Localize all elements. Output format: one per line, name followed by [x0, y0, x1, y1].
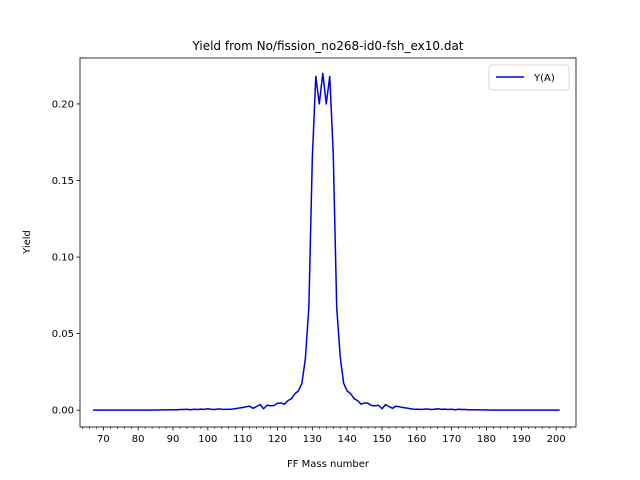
legend: Y(A) [488, 64, 570, 91]
y-axis-label: Yield [22, 230, 33, 255]
y-tick-label: 0.15 [52, 176, 74, 187]
x-tick-label: 90 [167, 434, 180, 445]
x-tick-label: 130 [303, 434, 322, 445]
y-tick-label: 0.20 [52, 99, 74, 110]
x-tick-label: 120 [268, 434, 287, 445]
series-line-0 [92, 72, 560, 411]
x-tick-label: 150 [372, 434, 391, 445]
legend-box [488, 64, 570, 91]
x-tick-label: 180 [477, 434, 496, 445]
x-tick-label: 70 [97, 434, 110, 445]
x-tick-label: 140 [338, 434, 357, 445]
legend-label: Y(A) [533, 73, 555, 84]
x-tick-label: 170 [442, 434, 461, 445]
x-axis-label: FF Mass number [287, 459, 370, 470]
x-tick-label: 200 [547, 434, 566, 445]
plot-area [92, 72, 560, 411]
y-axis-ticks: 0.00 0.05 0.10 0.15 0.20 [52, 99, 80, 417]
y-tick-label: 0.00 [52, 406, 74, 417]
axes-frame [79, 57, 577, 428]
x-tick-label: 110 [233, 434, 252, 445]
chart-title: Yield from No/fission_no268-id0-fsh_ex10… [191, 39, 463, 53]
y-tick-label: 0.10 [52, 253, 74, 264]
y-tick-label: 0.05 [52, 329, 74, 340]
x-tick-label: 100 [198, 434, 217, 445]
x-tick-label: 160 [407, 434, 426, 445]
x-tick-label: 190 [512, 434, 531, 445]
x-tick-label: 80 [132, 434, 145, 445]
x-axis-ticks: 70 80 90 100 110 120 130 140 150 160 170 180 190 200 [82, 427, 571, 445]
